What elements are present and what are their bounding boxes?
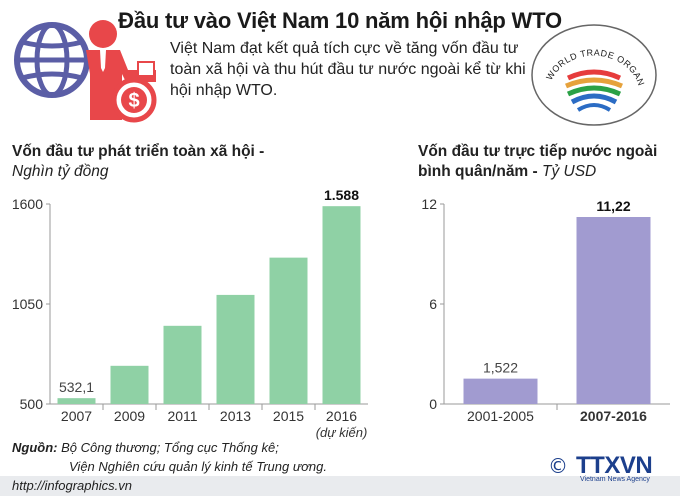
right-chart-title: Vốn đầu tư trực tiếp nước ngoài <box>418 143 658 160</box>
y-tick-label: 500 <box>20 396 44 412</box>
y-tick-label: 12 <box>421 196 437 212</box>
y-tick-label: 1600 <box>12 196 43 212</box>
x-tick-label: 2001-2005 <box>467 408 534 424</box>
x-tick-label: 2007-2016 <box>580 408 647 424</box>
right-chart-title-block: Vốn đầu tư trực tiếp nước ngoài bình quâ… <box>418 142 680 182</box>
x-tick-note: (dự kiến) <box>316 425 368 440</box>
bar <box>269 257 308 404</box>
y-tick-label: 1050 <box>12 296 43 312</box>
bar <box>576 217 651 404</box>
x-tick-label: 2011 <box>167 408 197 424</box>
data-label: 532,1 <box>59 379 94 395</box>
source-label: Nguồn: <box>12 440 58 455</box>
intro-text: Việt Nam đạt kết quả tích cực về tăng vố… <box>170 40 526 99</box>
x-tick-label: 2007 <box>61 408 92 424</box>
copyright-icon: © <box>548 454 568 478</box>
source-line-2: Viện Nghiên cứu quản lý kinh tế Trung ươ… <box>69 459 328 474</box>
footer-bar <box>0 476 680 496</box>
left-chart-unit: Nghìn tỷ đồng <box>12 163 109 180</box>
globe-businessman-dollar-icon: $ <box>14 20 157 123</box>
bar <box>463 378 538 404</box>
data-label: 11,22 <box>596 198 630 214</box>
wto-logo-icon: WORLD TRADE ORGANIZATION <box>528 22 657 126</box>
x-tick-label: 2013 <box>220 408 251 424</box>
bar <box>57 398 96 404</box>
bar <box>163 325 202 404</box>
x-tick-label: 2015 <box>273 408 304 424</box>
right-chart-title-line2: bình quân/năm - <box>418 163 538 180</box>
source-line-1: Bộ Công thương; Tổng cục Thống kê; <box>61 440 279 455</box>
left-chart-title-block: Vốn đầu tư phát triển toàn xã hội - Nghì… <box>12 142 332 182</box>
ttxvn-logo-subtitle: Vietnam News Agency <box>580 476 650 483</box>
y-tick-label: 6 <box>429 296 437 312</box>
footer-url[interactable]: http://infographics.vn <box>12 478 132 493</box>
left-bar-chart: 500 1050 1600 2007 2009 2011 2013 2015 2016 532,1… <box>12 187 368 440</box>
x-tick-label: 2016 <box>326 408 357 424</box>
page-title: Đầu tư vào Việt Nam 10 năm hội nhập WTO <box>118 8 562 33</box>
source-note: Nguồn: Bộ Công thương; Tổng cục Thống kê… <box>12 438 412 476</box>
left-chart-title: Vốn đầu tư phát triển toàn xã hội - <box>12 143 265 160</box>
right-bar-chart: 0 6 12 2001-2005 2007-2016 1,522 11,22 <box>421 196 670 424</box>
data-label: 1.588 <box>324 187 359 203</box>
right-chart-unit: Tỷ USD <box>542 163 597 180</box>
data-label: 1,522 <box>483 360 518 376</box>
y-tick-label: 0 <box>429 396 437 412</box>
bar <box>110 365 149 404</box>
ttxvn-logo: TTXVN <box>576 452 653 479</box>
bar <box>322 206 361 404</box>
x-tick-label: 2009 <box>114 408 145 424</box>
bar <box>216 294 255 404</box>
svg-text:$: $ <box>128 90 139 112</box>
